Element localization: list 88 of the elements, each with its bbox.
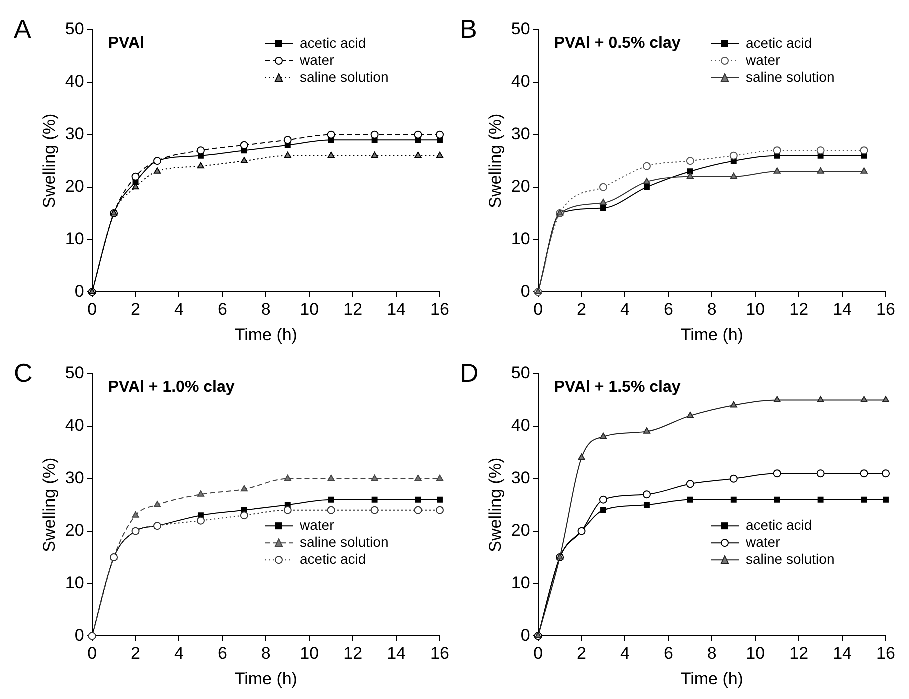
- legend-label: acetic acid: [746, 34, 812, 51]
- legend-label: acetic acid: [300, 550, 366, 567]
- y-tick-label: 40: [511, 416, 530, 436]
- x-tick-label: 8: [707, 644, 717, 664]
- x-axis-title: Time (h): [680, 325, 744, 344]
- y-tick-label: 0: [74, 282, 84, 301]
- x-tick-label: 2: [131, 300, 141, 320]
- x-tick-label: 2: [131, 644, 141, 664]
- y-tick-label: 50: [511, 20, 530, 39]
- legend-label: acetic acid: [300, 34, 366, 51]
- chart-title: PVAl: [108, 35, 144, 52]
- y-axis-title: Swelling (%): [486, 458, 505, 552]
- x-axis-title: Time (h): [680, 669, 744, 688]
- x-tick-label: 8: [261, 300, 271, 320]
- y-tick-label: 0: [520, 282, 530, 301]
- y-tick-label: 30: [65, 468, 84, 488]
- text: B: [460, 14, 478, 44]
- y-tick-label: 20: [65, 177, 84, 196]
- x-tick-label: 16: [876, 644, 896, 664]
- y-axis-title: Swelling (%): [486, 114, 505, 208]
- x-tick-label: 12: [344, 644, 363, 664]
- y-tick-label: 40: [65, 416, 84, 436]
- x-tick-label: 2: [577, 644, 587, 664]
- x-tick-label: 0: [88, 300, 98, 320]
- x-tick-label: 4: [620, 644, 630, 664]
- x-tick-label: 14: [387, 300, 406, 320]
- x-tick-label: 6: [218, 644, 228, 664]
- x-tick-label: 14: [387, 644, 406, 664]
- x-tick-label: 12: [344, 300, 363, 320]
- legend-label: water: [745, 52, 781, 68]
- y-tick-label: 10: [511, 573, 530, 592]
- chart-title: PVAl + 1.0% clay: [108, 379, 235, 396]
- x-tick-label: 4: [174, 300, 184, 320]
- y-tick-label: 10: [65, 229, 84, 248]
- x-axis-title: Time (h): [234, 669, 298, 688]
- legend-label: acetic acid: [746, 516, 812, 533]
- y-tick-label: 10: [511, 229, 530, 248]
- legend-label: saline solution: [746, 68, 835, 85]
- x-tick-label: 16: [430, 300, 450, 320]
- legend-label: saline solution: [746, 550, 835, 567]
- x-tick-label: 6: [218, 300, 228, 320]
- y-axis-title: Swelling (%): [40, 458, 59, 552]
- x-tick-label: 4: [174, 644, 184, 664]
- x-tick-label: 0: [534, 300, 544, 320]
- legend-label: water: [299, 516, 335, 533]
- x-tick-label: 10: [746, 644, 766, 664]
- x-tick-label: 4: [620, 300, 630, 320]
- y-tick-label: 20: [511, 521, 530, 540]
- x-tick-label: 12: [790, 644, 809, 664]
- y-tick-label: 50: [511, 364, 530, 383]
- x-tick-label: 14: [833, 300, 852, 320]
- x-tick-label: 16: [430, 644, 450, 664]
- legend-label: water: [299, 52, 335, 68]
- y-tick-label: 40: [511, 72, 530, 92]
- y-tick-label: 30: [65, 124, 84, 144]
- y-tick-label: 20: [511, 177, 530, 196]
- x-tick-label: 14: [833, 644, 852, 664]
- text: D: [460, 358, 479, 388]
- y-axis-title: Swelling (%): [40, 114, 59, 208]
- x-tick-label: 2: [577, 300, 587, 320]
- y-tick-label: 50: [65, 20, 84, 39]
- y-tick-label: 0: [520, 626, 530, 645]
- x-axis-title: Time (h): [234, 325, 298, 344]
- legend-label: saline solution: [300, 534, 389, 550]
- text: C: [14, 358, 33, 388]
- y-tick-label: 40: [65, 72, 84, 92]
- y-tick-label: 20: [65, 521, 84, 540]
- x-tick-label: 8: [707, 300, 717, 320]
- y-tick-label: 10: [65, 573, 84, 592]
- legend-label: saline solution: [300, 68, 389, 85]
- x-tick-label: 6: [664, 300, 674, 320]
- y-tick-label: 30: [511, 468, 530, 488]
- x-tick-label: 12: [790, 300, 809, 320]
- x-tick-label: 10: [300, 300, 320, 320]
- x-tick-label: 10: [300, 644, 320, 664]
- x-tick-label: 10: [746, 300, 766, 320]
- chart-title: PVAl + 0.5% clay: [554, 35, 681, 52]
- x-tick-label: 16: [876, 300, 896, 320]
- text: A: [14, 14, 32, 44]
- x-tick-label: 8: [261, 644, 271, 664]
- y-tick-label: 50: [65, 364, 84, 383]
- legend-label: water: [745, 534, 781, 550]
- x-tick-label: 6: [664, 644, 674, 664]
- y-tick-label: 30: [511, 124, 530, 144]
- x-tick-label: 0: [88, 644, 98, 664]
- x-tick-label: 0: [534, 644, 544, 664]
- y-tick-label: 0: [74, 626, 84, 645]
- chart-title: PVAl + 1.5% clay: [554, 379, 681, 396]
